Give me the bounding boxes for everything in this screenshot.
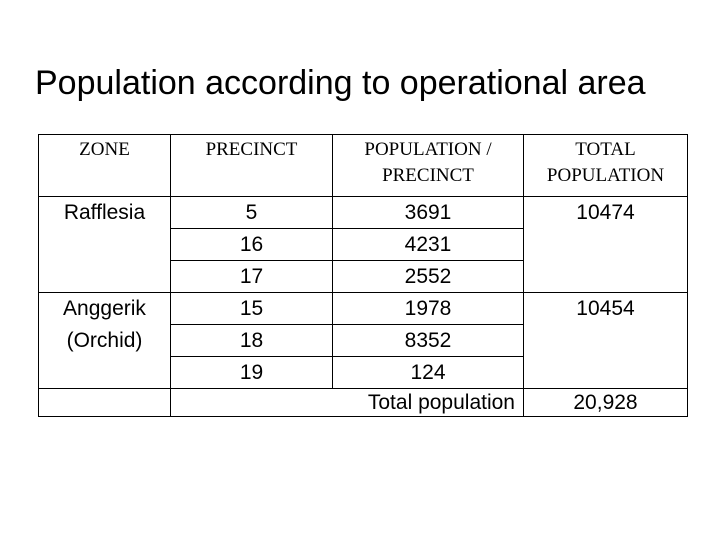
- table-row: 17 2552: [39, 260, 688, 293]
- table-row: 19 124: [39, 356, 688, 389]
- zone-total-cell-rafflesia: 10474: [523, 196, 688, 293]
- zone-total-cell-anggerik: 10454: [523, 292, 688, 389]
- population-cell: 8352: [332, 324, 524, 357]
- precinct-cell: 15: [170, 292, 333, 325]
- zone-cell-rafflesia: Rafflesia: [38, 196, 171, 293]
- total-population-label-cell: Total population: [170, 388, 524, 417]
- slide-title: Population according to operational area: [35, 64, 646, 102]
- table-header-row: ZONE PRECINCT POPULATION / PRECINCT TOTA…: [38, 134, 688, 197]
- table-footer-row: Total population 20,928: [38, 388, 688, 417]
- precinct-cell: 19: [170, 356, 333, 389]
- column-header-zone: ZONE: [38, 134, 171, 197]
- table-row: Anggerik (Orchid) 15 1978 10454: [38, 292, 688, 389]
- column-header-population-per-precinct: POPULATION / PRECINCT: [332, 134, 524, 197]
- table-row: Rafflesia 5 3691 10474: [38, 196, 688, 293]
- table-row: 16 4231: [39, 228, 688, 261]
- column-header-precinct: PRECINCT: [170, 134, 333, 197]
- population-cell: 2552: [332, 260, 524, 293]
- population-table: ZONE PRECINCT POPULATION / PRECINCT TOTA…: [38, 134, 688, 417]
- table-row: 18 8352: [39, 324, 688, 357]
- zone-cell-anggerik: Anggerik (Orchid): [38, 292, 171, 389]
- population-cell: 1978: [332, 292, 524, 325]
- precinct-cell: 5: [170, 196, 333, 229]
- empty-zone-cell: [38, 388, 171, 417]
- population-cell: 3691: [332, 196, 524, 229]
- population-cell: 124: [332, 356, 524, 389]
- grand-total-cell: 20,928: [523, 388, 688, 417]
- precinct-cell: 18: [170, 324, 333, 357]
- precinct-cell: 17: [170, 260, 333, 293]
- precinct-cell: 16: [170, 228, 333, 261]
- population-cell: 4231: [332, 228, 524, 261]
- column-header-total-population: TOTAL POPULATION: [523, 134, 688, 197]
